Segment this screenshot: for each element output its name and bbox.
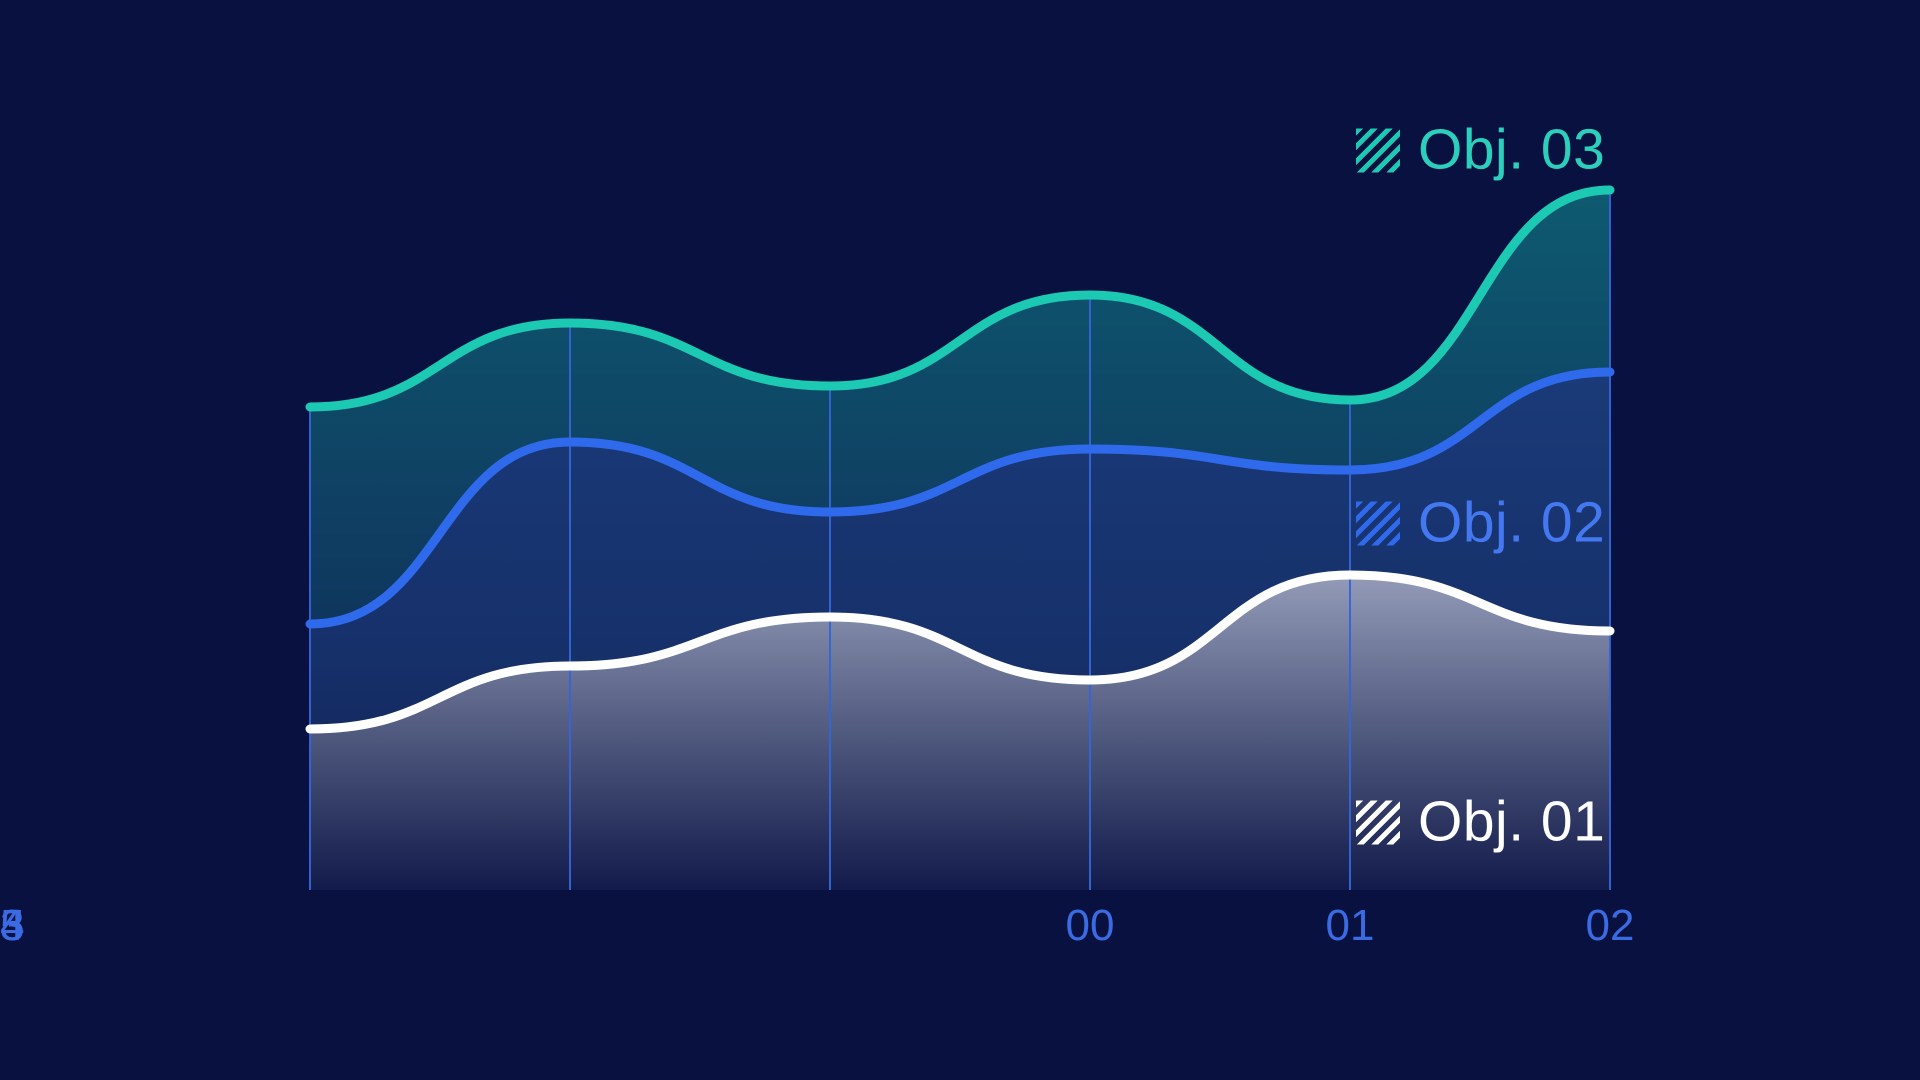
line-obj-01	[305, 570, 1615, 734]
hatch-swatch-icon	[1356, 800, 1400, 844]
x-axis-label-05: 05	[0, 901, 25, 950]
area-fill-obj-01	[310, 575, 1610, 890]
hatch-swatch-icon	[1356, 501, 1400, 545]
legend-label: Obj. 02	[1418, 490, 1606, 555]
x-axis-label-04: 04	[0, 901, 25, 950]
x-axis-label-02: 02	[1585, 901, 1635, 950]
line-obj-02	[305, 367, 1615, 629]
legend-item-obj-01: Obj. 01	[1356, 789, 1606, 854]
hatch-swatch-icon	[1356, 128, 1400, 172]
legend-item-obj-02: Obj. 02	[1356, 490, 1606, 555]
x-axis-label-01: 01	[1325, 901, 1375, 950]
line-obj-03	[305, 185, 1615, 412]
x-axis-label-03: 03	[0, 901, 25, 950]
legend-label: Obj. 03	[1418, 117, 1606, 182]
legend-label: Obj. 01	[1418, 789, 1606, 854]
legend-item-obj-03: Obj. 03	[1356, 117, 1606, 182]
x-axis-label-00: 00	[1065, 901, 1115, 950]
